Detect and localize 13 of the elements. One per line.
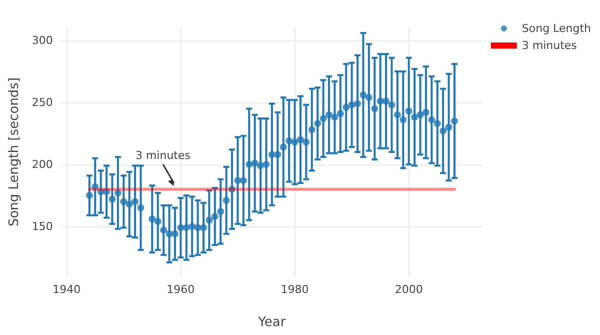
x-tick-label: 2000	[394, 283, 423, 296]
x-tick-label: 1960	[166, 283, 195, 296]
y-axis-title: Song Length [seconds]	[7, 77, 22, 227]
y-tick-label: 300	[32, 34, 53, 47]
x-tick-label: 1940	[52, 283, 81, 296]
y-tick-label: 150	[32, 220, 53, 233]
x-tick-label: 1980	[280, 283, 309, 296]
legend-label: Song Length	[522, 22, 592, 35]
y-tick-label: 200	[32, 158, 53, 171]
annotation: 3 minutes	[135, 149, 191, 162]
legend-label: 3 minutes	[522, 39, 578, 52]
y-tick-label: 250	[32, 96, 53, 109]
x-axis-title: Year	[257, 315, 286, 330]
